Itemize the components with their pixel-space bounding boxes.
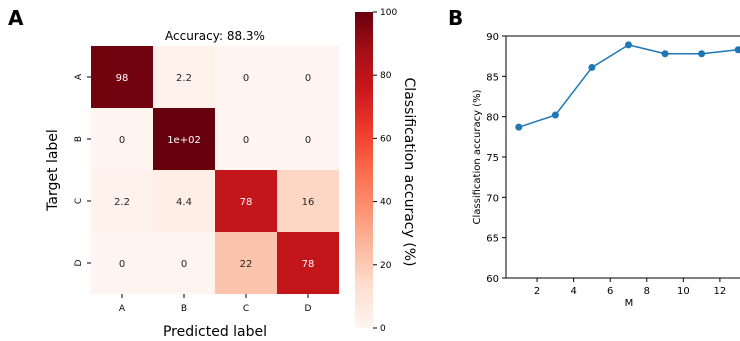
confusion-matrix-heatmap: Accuracy: 88.3% 98 2.2 0 0 0 1e+02 0 0 2.2 4.4 78 1… (45, 29, 339, 340)
heatmap-cell-label: 0 (243, 135, 249, 146)
line-chart-y-tick-label: 85 (486, 72, 499, 83)
panel-label-b: B (448, 6, 463, 30)
heatmap-cell-label: 0 (119, 135, 125, 146)
heatmap-cell (277, 108, 339, 170)
heatmap-x-ticks: A B C D (119, 294, 312, 314)
line-chart-y-tick-label: 65 (486, 234, 499, 245)
heatmap-cell-label: 78 (302, 259, 315, 270)
line-chart-y-axis-label: Classification accuracy (%) (472, 89, 483, 224)
heatmap-cell-label: 78 (240, 197, 253, 208)
line-chart-y-tick-label: 60 (486, 274, 499, 285)
heatmap-cell-label: 0 (305, 73, 311, 84)
heatmap-cell (153, 232, 215, 294)
heatmap-cell (215, 170, 277, 232)
heatmap-cell-label: 2.2 (176, 73, 192, 84)
heatmap-x-tick-label: A (119, 304, 126, 314)
line-chart-y-tick-label: 90 (486, 32, 499, 43)
heatmap-cell (91, 46, 153, 108)
line-chart-x-ticks: 2 4 6 8 10 12 (534, 278, 726, 297)
accuracy-data-point (734, 46, 740, 54)
accuracy-data-point (698, 50, 706, 58)
heatmap-cell-label: 0 (243, 73, 249, 84)
heatmap-cell-label: 4.4 (176, 197, 192, 208)
heatmap-cell (91, 232, 153, 294)
line-chart-x-axis-label: M (625, 298, 634, 309)
colorbar-ticks: 0 20 40 60 80 100 (373, 8, 397, 334)
heatmap-cell (277, 170, 339, 232)
heatmap-cell (215, 108, 277, 170)
heatmap-cell-label: 0 (119, 259, 125, 270)
line-chart-y-tick-label: 75 (486, 153, 499, 164)
heatmap-y-tick-label: B (74, 136, 84, 142)
heatmap-cell-label: 16 (302, 197, 315, 208)
heatmap-y-axis-label: Target label (45, 129, 61, 212)
colorbar-gradient (355, 12, 373, 328)
heatmap-x-tick-label: C (243, 304, 249, 314)
colorbar-tick-label: 40 (380, 198, 392, 208)
colorbar-tick-label: 20 (380, 261, 392, 271)
line-chart-x-tick-label: 8 (644, 286, 650, 297)
colorbar-tick-label: 0 (380, 324, 386, 334)
heatmap-cell-label: 98 (116, 73, 129, 84)
heatmap-cell (277, 46, 339, 108)
heatmap-cell-label: 1e+02 (167, 135, 201, 146)
heatmap-cell-label: 2.2 (114, 197, 130, 208)
heatmap-y-tick-label: A (74, 73, 84, 80)
accuracy-data-point (661, 50, 669, 58)
heatmap-title: Accuracy: 88.3% (165, 29, 265, 43)
accuracy-data-point (551, 111, 559, 119)
accuracy-series-line (518, 44, 739, 128)
line-chart-y-tick-label: 80 (486, 113, 499, 124)
heatmap-cell-label: 0 (181, 259, 187, 270)
line-chart-y-tick-label: 70 (486, 193, 499, 204)
colorbar: 0 20 40 60 80 100 Classification accuracy (%) (355, 8, 417, 334)
heatmap-x-tick-label: B (181, 304, 187, 314)
heatmap-x-axis-label: Predicted label (163, 324, 267, 340)
colorbar-label: Classification accuracy (%) (401, 78, 417, 267)
accuracy-data-point (515, 123, 523, 131)
panel-label-a: A (8, 6, 24, 30)
heatmap-cell (215, 232, 277, 294)
accuracy-data-point (588, 63, 596, 71)
heatmap-cell-label: 22 (240, 259, 253, 270)
line-chart-x-tick-label: 4 (570, 286, 576, 297)
heatmap-cell-label: 0 (305, 135, 311, 146)
heatmap-y-tick-label: C (74, 198, 84, 204)
heatmap-cell (91, 108, 153, 170)
heatmap-cell (153, 170, 215, 232)
heatmap-cell (215, 46, 277, 108)
accuracy-data-point (624, 41, 632, 49)
line-chart-x-tick-label: 10 (677, 286, 690, 297)
line-chart-x-tick-label: 6 (607, 286, 613, 297)
heatmap-x-tick-label: D (305, 304, 312, 314)
heatmap-cell (91, 170, 153, 232)
line-chart-x-tick-label: 2 (534, 286, 540, 297)
colorbar-tick-label: 80 (380, 71, 392, 81)
colorbar-tick-label: 100 (380, 8, 397, 18)
line-chart-y-ticks: 60 65 70 75 80 85 90 (486, 32, 506, 285)
heatmap-cell (277, 232, 339, 294)
line-chart-x-tick-label: 12 (714, 286, 727, 297)
accuracy-series-points (515, 41, 740, 131)
accuracy-line-chart: 60 65 70 75 80 85 90 2 4 6 8 10 12 M Classification… (472, 32, 740, 309)
heatmap-y-tick-label: D (74, 259, 84, 266)
colorbar-tick-label: 60 (380, 134, 392, 144)
heatmap-cell (153, 108, 215, 170)
heatmap-cells: 98 2.2 0 0 0 1e+02 0 0 2.2 4.4 78 16 0 0 22 78 (91, 46, 339, 294)
heatmap-y-ticks: A B C D (74, 73, 91, 266)
heatmap-cell (153, 46, 215, 108)
